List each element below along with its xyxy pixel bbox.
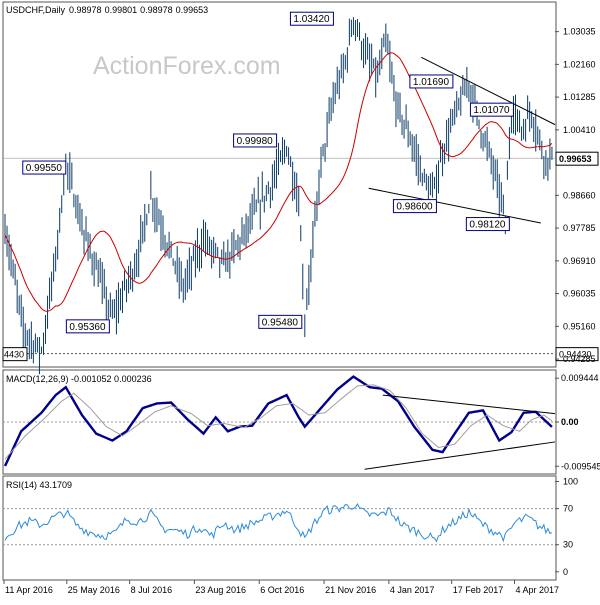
price-label-box xyxy=(65,319,110,334)
watermark: ActionForex.com xyxy=(93,52,281,80)
price-label: 1.03420 xyxy=(293,14,330,25)
rsi-line xyxy=(4,503,553,543)
price-label: 1.01070 xyxy=(473,105,510,116)
price-y-tick-label: 0.94285 xyxy=(563,354,596,364)
x-tick-label: 23 Aug 2016 xyxy=(195,585,246,595)
macd-y-tick-label: 0.00 xyxy=(561,417,579,427)
rsi-y-tick-label: 100 xyxy=(563,477,578,487)
macd-upper-trendline xyxy=(382,394,556,415)
support-left-tag-box xyxy=(2,347,28,362)
rsi-panel-title: RSI(14) 43.1709 xyxy=(6,480,72,490)
price-labels: 1.03420 1.01690 1.01070 0.99980 0.99550 0.986… xyxy=(2,11,599,362)
price-label-box xyxy=(465,217,510,232)
moving-average-line xyxy=(4,52,553,312)
upper-channel-trendline xyxy=(421,56,556,126)
price-label: 0.99980 xyxy=(237,136,274,147)
price-y-tick-label: 1.01285 xyxy=(563,92,596,102)
x-tick-label: 11 Apr 2016 xyxy=(5,585,53,595)
price-label: 1.01690 xyxy=(413,77,450,88)
price-y-tick-label: 0.95160 xyxy=(563,321,596,331)
x-tick-label: 6 Oct 2016 xyxy=(260,585,304,595)
macd-panel-title: MACD(12,26,9) -0.001052 0.000236 xyxy=(6,374,152,384)
last-price-tag-box xyxy=(555,151,599,166)
macd-lower-trendline xyxy=(364,441,556,470)
x-tick-label: 17 Feb 2017 xyxy=(453,585,504,595)
support-left-tag: 4430 xyxy=(4,350,24,360)
rsi-y-tick-label: 70 xyxy=(563,504,573,514)
x-tick-label: 4 Apr 2017 xyxy=(515,585,559,595)
price-y-tick-label: 0.97785 xyxy=(563,223,596,233)
axis-ticks: 1.03035 1.02160 1.01285 1.00410 0.98660 0.977… xyxy=(3,27,600,595)
x-tick-label: 8 Jul 2016 xyxy=(131,585,173,595)
x-tick-label: 25 May 2016 xyxy=(68,585,120,595)
price-y-tick-label: 0.98660 xyxy=(563,190,596,200)
macd-series-signal xyxy=(4,384,553,460)
grid-layer xyxy=(3,157,555,546)
rsi-series-path xyxy=(4,503,553,543)
price-label: 0.99550 xyxy=(26,163,63,174)
price-label-box xyxy=(258,314,303,329)
price-label-box xyxy=(289,11,334,26)
price-label: 0.98600 xyxy=(396,202,433,213)
rsi-panel-frame xyxy=(2,475,557,581)
price-panel-frame xyxy=(2,1,557,368)
moving-average-path xyxy=(4,52,553,312)
support-tag-box xyxy=(555,347,599,362)
price-label: 0.95480 xyxy=(262,317,299,328)
support-tag: 0.94430 xyxy=(559,350,592,360)
price-y-tick-label: 1.03035 xyxy=(563,27,596,37)
rsi-y-tick-label: 0 xyxy=(563,567,568,577)
price-label-box xyxy=(469,102,514,117)
price-series xyxy=(4,17,553,375)
trendlines xyxy=(368,56,556,224)
price-y-tick-label: 0.96910 xyxy=(563,256,596,266)
x-tick-label: 4 Jan 2017 xyxy=(390,585,435,595)
price-y-tick-label: 1.02160 xyxy=(563,59,596,69)
macd-y-tick-label: 0.009444 xyxy=(561,373,599,383)
price-label-box xyxy=(233,133,278,148)
price-label-box xyxy=(409,74,454,89)
price-label-box xyxy=(392,199,437,214)
price-label: 0.95360 xyxy=(69,322,106,333)
price-label-box xyxy=(22,160,67,175)
price-label: 0.98120 xyxy=(469,220,506,231)
price-y-tick-label: 0.96035 xyxy=(563,289,596,299)
macd-y-tick-label: -0.009545 xyxy=(561,461,600,471)
macd-lines xyxy=(3,375,556,470)
price-y-tick-label: 1.00410 xyxy=(563,125,596,135)
macd-series-macd xyxy=(3,375,553,467)
last-price-tag: 0.99653 xyxy=(559,154,592,164)
rsi-y-tick-label: 30 xyxy=(563,540,573,550)
lower-channel-trendline xyxy=(368,187,541,224)
x-tick-label: 21 Nov 2016 xyxy=(325,585,376,595)
price-panel-title: USDCHF,Daily 0.98978 0.99801 0.98978 0.99653 xyxy=(6,5,208,15)
